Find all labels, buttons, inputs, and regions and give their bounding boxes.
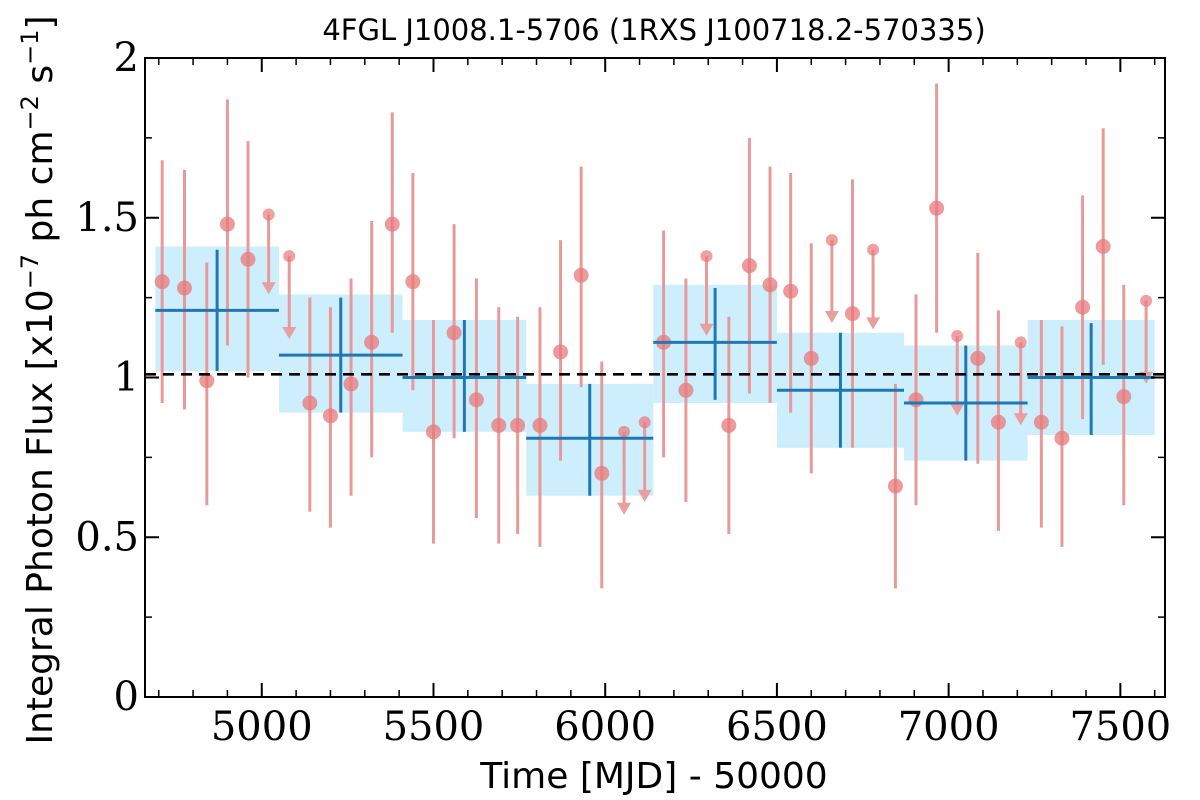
y-axis-label-sup2: −2: [16, 95, 44, 130]
y-tick-label: 0: [114, 674, 139, 720]
detection-point: [1075, 299, 1091, 315]
x-axis-label: Time [MJD] - 50000: [479, 756, 827, 797]
upper-limit-arrow: [282, 326, 297, 339]
detection-point: [908, 392, 924, 408]
detection-point: [721, 417, 737, 433]
detection-point: [594, 465, 610, 481]
detection-point: [1054, 430, 1070, 446]
detection-point: [1095, 239, 1111, 255]
detection-point: [532, 417, 548, 433]
x-tick-label: 7000: [898, 704, 1000, 750]
upper-limit-arrow: [617, 502, 632, 515]
y-axis-label-sup3: −1: [16, 30, 44, 65]
detection-point: [446, 325, 462, 341]
upper-limit-arrow: [1013, 413, 1028, 426]
y-tick-label: 1: [114, 355, 139, 401]
detection-point: [322, 408, 338, 424]
detection-point: [468, 392, 484, 408]
detection-point: [1116, 389, 1132, 405]
detection-point: [384, 216, 400, 232]
detection-point: [573, 267, 589, 283]
upper-limit-arrow: [866, 317, 881, 330]
detection-point: [762, 277, 778, 293]
upper-limit-arrow: [950, 403, 965, 416]
detection-point: [343, 376, 359, 392]
upper-limit-arrow: [699, 323, 714, 336]
y-axis-label: Integral Photon Flux [x10−7 ph cm−2 s−1]: [16, 15, 61, 744]
detection-point: [887, 478, 903, 494]
x-tick-label: 7500: [1069, 704, 1171, 750]
y-axis-label-mid: ph cm: [20, 130, 61, 253]
detection-point: [154, 274, 170, 290]
y-axis-label-s: s: [20, 65, 61, 95]
detection-point: [176, 280, 192, 296]
y-tick-label: 0.5: [75, 514, 139, 560]
detection-point: [553, 344, 569, 360]
detection-point: [741, 258, 757, 274]
upper-limit-point: [951, 329, 964, 342]
y-axis-label-end: ]: [20, 15, 61, 29]
detection-point: [970, 350, 986, 366]
upper-limit-arrow: [824, 310, 839, 323]
upper-limit-point: [1140, 294, 1153, 307]
detection-points: [154, 83, 1132, 589]
chart-title: 4FGL J1008.1-5706 (1RXS J100718.2-570335…: [322, 13, 985, 47]
detection-point: [929, 200, 945, 216]
detection-point: [199, 373, 215, 389]
detection-point: [364, 334, 380, 350]
upper-limit-point: [618, 425, 631, 438]
detection-point: [678, 382, 694, 398]
upper-limit-arrow: [261, 282, 276, 295]
detection-point: [783, 283, 799, 299]
detection-point: [405, 274, 421, 290]
upper-limit-point: [638, 416, 651, 429]
detection-point: [990, 414, 1006, 430]
detection-point: [302, 395, 318, 411]
y-tick-label: 1.5: [75, 195, 139, 241]
upper-limit-point: [700, 250, 713, 263]
detection-point: [219, 216, 235, 232]
x-tick-label: 6000: [554, 704, 656, 750]
bin-bands: [155, 246, 1155, 496]
upper-limit-point: [825, 234, 838, 247]
detection-point: [491, 417, 507, 433]
x-tick-label: 6500: [726, 704, 828, 750]
x-tick-label: 5000: [211, 704, 313, 750]
detection-point: [510, 417, 526, 433]
upper-limit-point: [262, 208, 275, 221]
upper-limit-point: [283, 250, 296, 263]
upper-limit-point: [1014, 336, 1027, 349]
x-tick-label: 5500: [383, 704, 485, 750]
binned-flux-crosses: [155, 249, 1155, 496]
upper-limit-markers: [261, 208, 1154, 515]
detection-point: [844, 306, 860, 322]
detection-point: [425, 424, 441, 440]
y-axis-label-sup1: −7: [16, 254, 44, 289]
y-axis-label-text: Integral Photon Flux [x10: [20, 289, 61, 744]
axis-ticks: 5000 5500 6000 6500 7000 7500 0 0.5 1 1.5 2: [75, 35, 1171, 750]
upper-limit-point: [867, 243, 880, 256]
y-tick-label: 2: [114, 35, 139, 81]
detection-point: [803, 350, 819, 366]
upper-limit-arrow: [637, 489, 652, 502]
detection-point: [1033, 414, 1049, 430]
detection-point: [240, 251, 256, 267]
